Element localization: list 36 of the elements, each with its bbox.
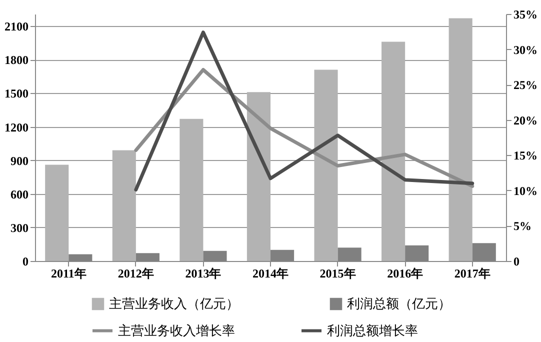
bar — [314, 70, 338, 261]
line-series — [134, 68, 474, 188]
y-tick-label: 2100 — [4, 20, 28, 34]
y-tick-label: 1800 — [4, 53, 28, 68]
bar — [180, 118, 204, 261]
y-tick-label: 600 — [10, 187, 28, 202]
y2-tick-label: 25% — [514, 78, 538, 92]
bar — [112, 150, 136, 261]
x-tick-label: 2014年 — [252, 266, 288, 280]
y2-tick-label: 20% — [514, 113, 538, 128]
legend-label: 利润总额（亿元） — [347, 296, 451, 311]
y2-tick-label: 0 — [514, 254, 520, 268]
y2-tick-label: 35% — [514, 8, 538, 22]
legend-label: 利润总额增长率 — [327, 322, 418, 338]
x-tick-label: 2012年 — [118, 266, 154, 280]
line-series — [134, 30, 474, 192]
bar — [45, 164, 69, 261]
y-tick-label: 0 — [22, 254, 28, 268]
x-tick-label: 2013年 — [185, 266, 222, 280]
x-tick-label: 2015年 — [320, 266, 356, 280]
legend-label: 主营业务收入（亿元） — [109, 296, 239, 311]
bar — [246, 92, 270, 261]
bar — [448, 18, 472, 261]
y2-tick-label: 5% — [514, 219, 532, 234]
bar — [382, 42, 406, 261]
y2-tick-label: 10% — [514, 184, 538, 198]
x-tick-label: 2017年 — [454, 266, 490, 280]
y2-tick-label: 30% — [514, 42, 538, 57]
y2-tick-label: 15% — [514, 148, 538, 163]
y-tick-label: 1200 — [4, 120, 28, 134]
y-tick-label: 1500 — [4, 86, 28, 101]
y-tick-label: 900 — [10, 154, 28, 168]
x-tick-label: 2011年 — [50, 266, 86, 280]
legend-label: 主营业务收入增长率 — [118, 322, 235, 338]
x-tick-label: 2016年 — [387, 266, 424, 280]
y-tick-label: 300 — [10, 220, 28, 235]
